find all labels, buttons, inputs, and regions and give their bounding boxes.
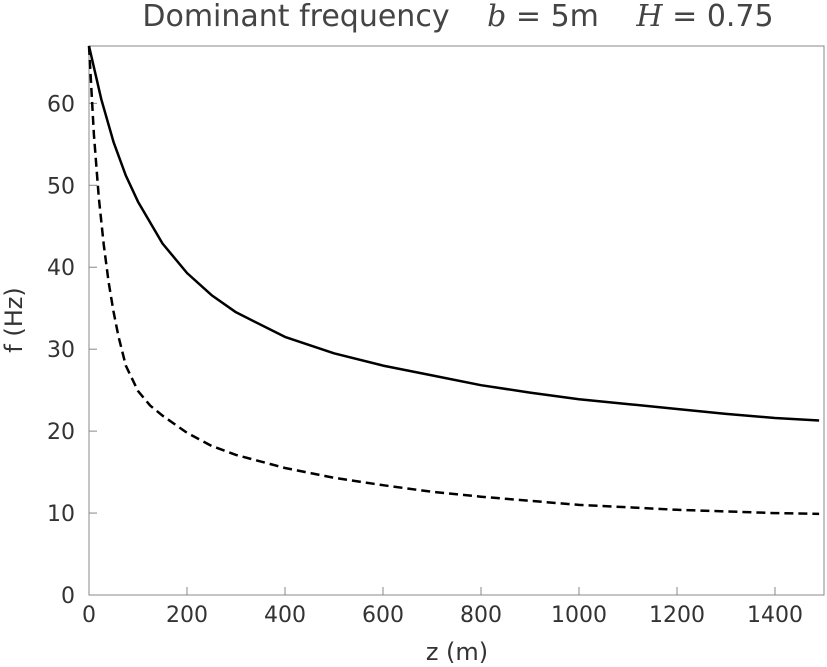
chart-title-h-symbol: H (635, 0, 663, 34)
x-tick-label: 200 (166, 603, 208, 628)
x-tick-label: 1400 (747, 603, 803, 628)
y-tick-label: 0 (61, 584, 75, 609)
y-tick-label: 10 (47, 502, 75, 527)
x-tick-label: 0 (82, 603, 96, 628)
y-tick-label: 20 (47, 420, 75, 445)
chart-title-h-value: = 0.75 (672, 0, 773, 34)
y-axis-ticks: 0 10 20 30 40 50 60 (47, 92, 97, 609)
x-axis-label: z (m) (426, 638, 488, 666)
y-tick-label: 30 (47, 338, 75, 363)
chart-title-b-value: = 5m (516, 0, 599, 34)
y-tick-label: 50 (47, 174, 75, 199)
y-axis-label: f (Hz) (0, 287, 28, 352)
plot-area-frame (88, 45, 825, 596)
x-tick-label: 400 (264, 603, 306, 628)
x-tick-label: 800 (460, 603, 502, 628)
y-tick-label: 40 (47, 256, 75, 281)
series-layer (87, 45, 820, 516)
chart-title-b-symbol: b (487, 0, 506, 34)
chart-title: Dominant frequency b = 5m H = 0.75 (142, 0, 773, 34)
chart-title-prefix: Dominant frequency (142, 0, 449, 34)
series-line-solid (87, 45, 820, 422)
x-tick-label: 1200 (649, 603, 705, 628)
x-tick-label: 600 (362, 603, 404, 628)
y-tick-label: 60 (47, 92, 75, 117)
x-axis-ticks: 0 200 400 600 800 1000 1200 1400 (82, 587, 803, 628)
x-tick-label: 1000 (551, 603, 607, 628)
series-line-dashed (87, 45, 820, 516)
